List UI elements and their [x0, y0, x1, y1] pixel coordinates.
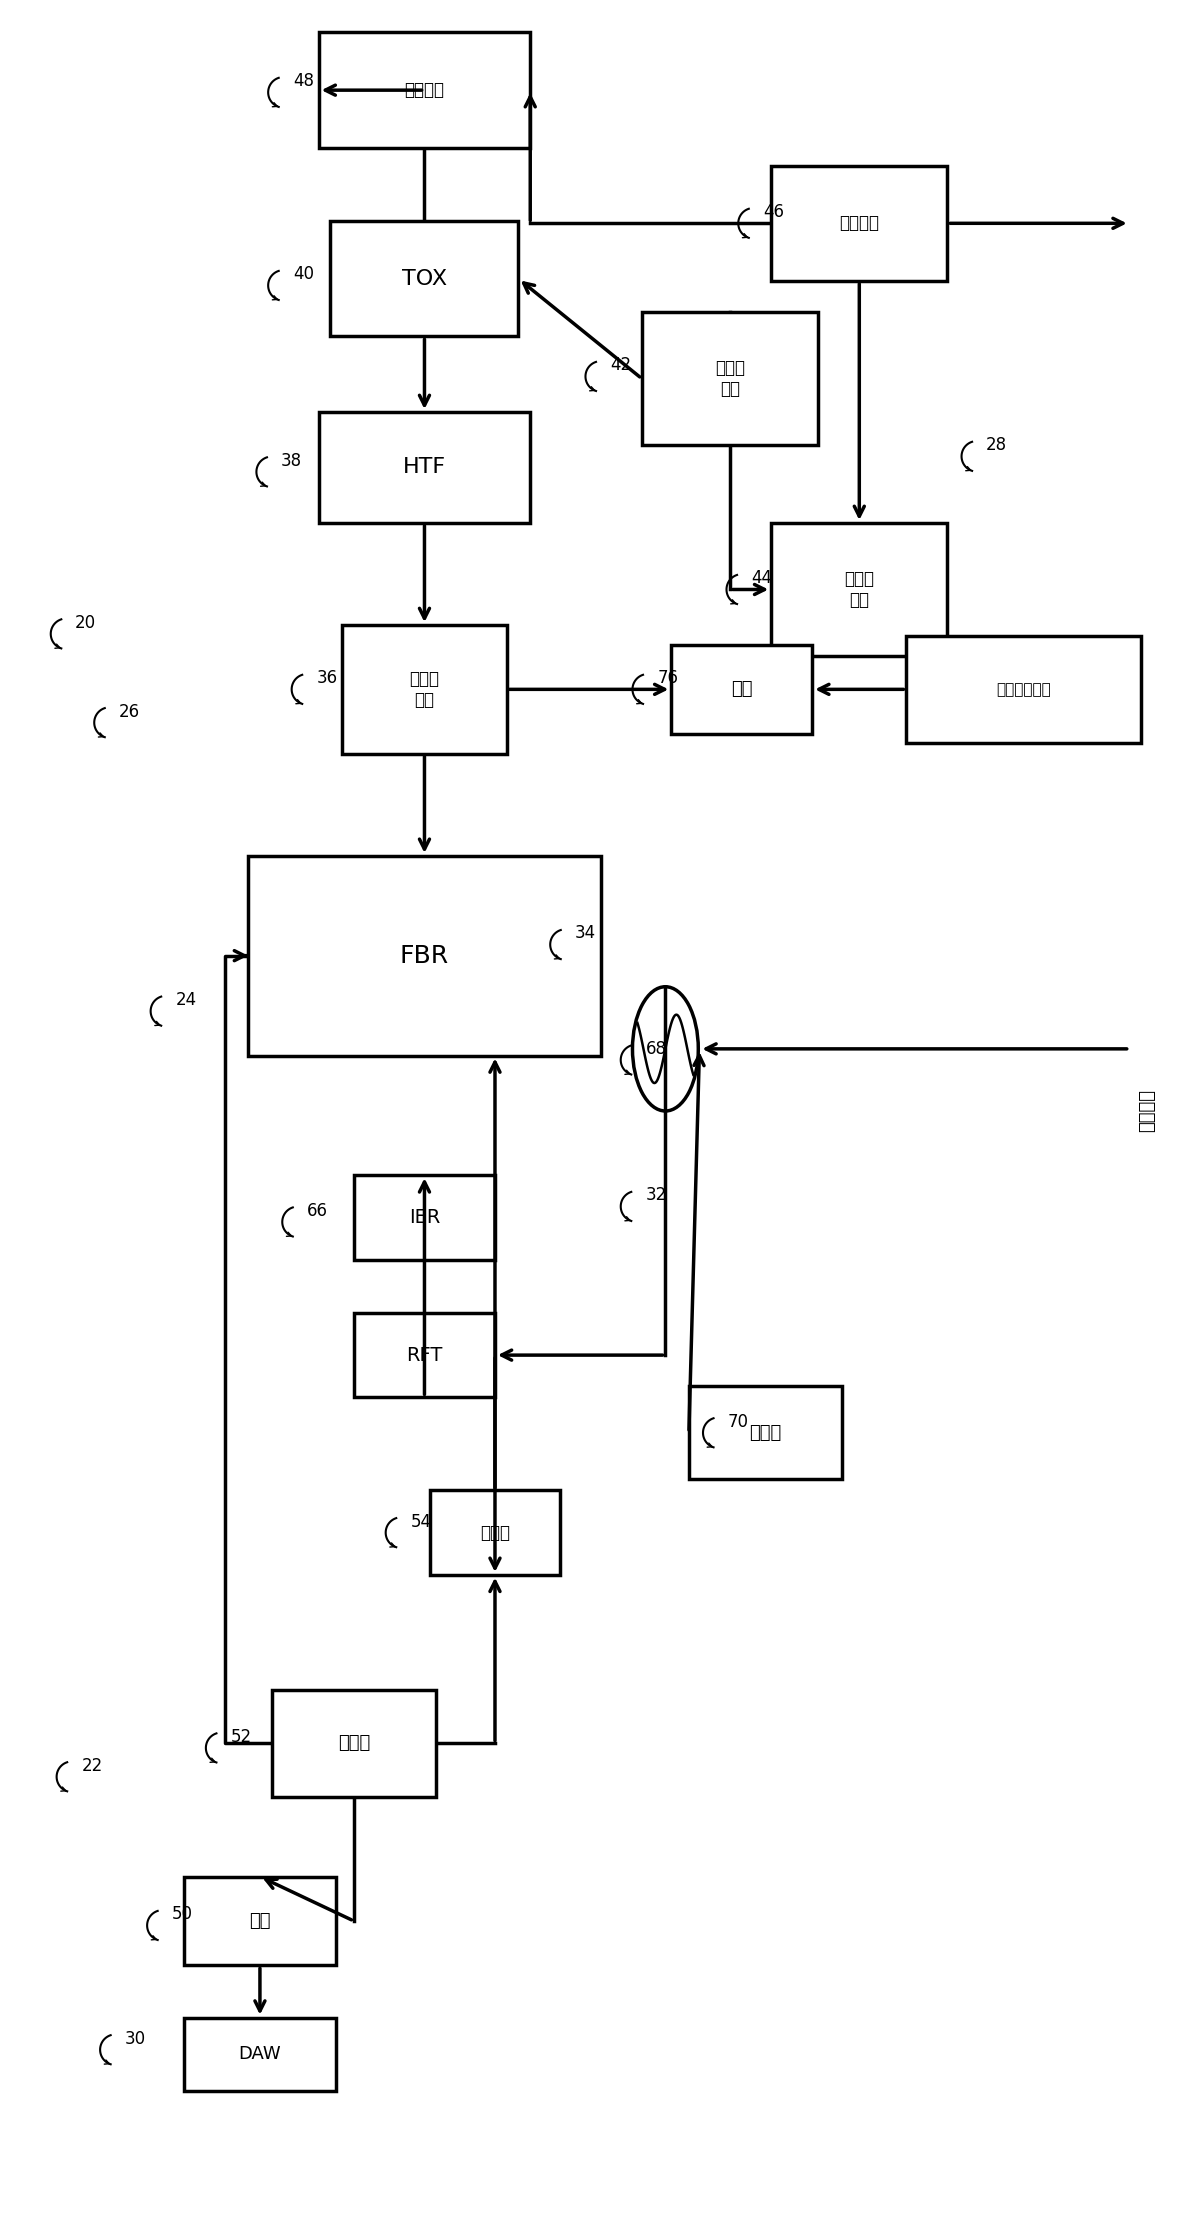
- FancyBboxPatch shape: [772, 522, 947, 655]
- Text: 38: 38: [282, 451, 303, 469]
- Text: 进料器: 进料器: [479, 1524, 510, 1542]
- Text: 46: 46: [763, 202, 783, 222]
- Text: 68: 68: [646, 1040, 667, 1058]
- Text: 洗涤器
系统: 洗涤器 系统: [715, 360, 744, 398]
- Text: 34: 34: [575, 924, 596, 942]
- Text: 36: 36: [317, 669, 337, 687]
- FancyBboxPatch shape: [689, 1387, 841, 1480]
- Text: 70: 70: [728, 1413, 749, 1431]
- Text: 最终废物产物: 最终废物产物: [997, 682, 1051, 698]
- Text: 切碎机: 切碎机: [338, 1735, 370, 1753]
- Text: 26: 26: [119, 702, 140, 720]
- FancyBboxPatch shape: [319, 411, 530, 522]
- FancyBboxPatch shape: [331, 222, 518, 336]
- Text: 44: 44: [752, 569, 773, 587]
- Text: 50: 50: [172, 1904, 193, 1924]
- FancyBboxPatch shape: [184, 1878, 337, 1966]
- Text: RFT: RFT: [406, 1347, 443, 1364]
- Text: IER: IER: [409, 1209, 441, 1227]
- Text: 22: 22: [81, 1758, 102, 1775]
- Text: 40: 40: [293, 264, 313, 284]
- Text: 旋风分
离器: 旋风分 离器: [410, 671, 439, 709]
- Text: TOX: TOX: [402, 269, 446, 289]
- FancyBboxPatch shape: [353, 1313, 495, 1398]
- Text: 过滤系统: 过滤系统: [404, 82, 444, 100]
- Text: 42: 42: [610, 356, 631, 373]
- Text: 32: 32: [646, 1187, 667, 1204]
- FancyBboxPatch shape: [249, 855, 601, 1055]
- Text: 66: 66: [307, 1202, 327, 1220]
- FancyBboxPatch shape: [671, 644, 813, 733]
- Text: 20: 20: [74, 613, 95, 631]
- FancyBboxPatch shape: [772, 167, 947, 280]
- FancyBboxPatch shape: [319, 33, 530, 149]
- FancyBboxPatch shape: [906, 635, 1141, 742]
- Text: 流化气体: 流化气体: [1138, 1089, 1157, 1133]
- Text: 54: 54: [410, 1513, 431, 1531]
- Text: 固体: 固体: [732, 680, 753, 698]
- Text: 分选: 分选: [250, 1911, 271, 1931]
- Text: 24: 24: [176, 991, 197, 1009]
- Text: FBR: FBR: [399, 944, 449, 967]
- Text: 30: 30: [125, 2029, 146, 2049]
- Text: 28: 28: [986, 436, 1007, 453]
- Text: HTF: HTF: [403, 458, 446, 478]
- FancyBboxPatch shape: [272, 1691, 436, 1798]
- FancyBboxPatch shape: [642, 311, 819, 444]
- FancyBboxPatch shape: [430, 1491, 560, 1575]
- Text: 过滤系统: 过滤系统: [839, 213, 879, 233]
- Text: 干燥器
系统: 干燥器 系统: [845, 571, 874, 609]
- Text: 48: 48: [293, 73, 313, 91]
- Text: 52: 52: [231, 1729, 252, 1746]
- FancyBboxPatch shape: [353, 1175, 495, 1260]
- Text: 添加剂: 添加剂: [749, 1424, 781, 1442]
- Text: 76: 76: [657, 669, 679, 687]
- Text: DAW: DAW: [239, 2044, 282, 2064]
- FancyBboxPatch shape: [342, 624, 507, 753]
- FancyBboxPatch shape: [184, 2018, 337, 2091]
